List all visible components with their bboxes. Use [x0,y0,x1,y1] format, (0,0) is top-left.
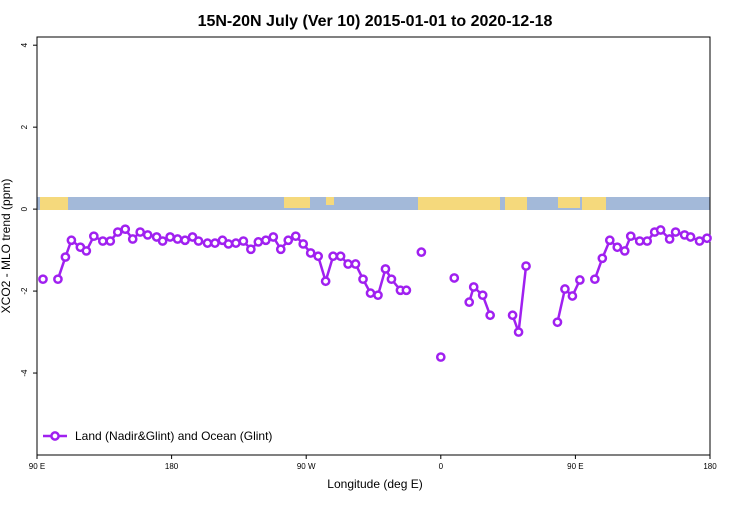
data-point [105,236,116,246]
data-point [290,231,301,242]
data-point [625,231,636,242]
data-point [604,235,615,246]
data-point [634,236,645,246]
data-point [142,230,153,240]
data-point [416,247,427,257]
data-point [589,274,600,285]
data-point [202,238,213,248]
data-point [642,236,653,246]
x-tick-label: 90 E [29,462,45,471]
data-point [365,288,376,298]
data-point [702,233,712,244]
data-point [298,239,309,249]
data-point [275,244,286,255]
data-point [313,251,324,262]
x-tick-label: 90 W [297,462,316,471]
y-tick-label: 2 [20,124,29,129]
data-point [612,242,623,253]
chart-title: 15N-20N July (Ver 10) 2015-01-01 to 2020… [198,13,553,30]
x-tick-label: 180 [165,462,179,471]
data-point [328,251,338,262]
data-point [521,261,531,271]
data-point [670,227,681,237]
data-point [127,234,138,244]
x-tick-label: 180 [703,462,717,471]
data-point [238,236,249,246]
x-axis-label: Longitude (deg E) [327,477,422,491]
data-point [172,234,183,244]
data-point [513,327,524,337]
data-point [477,290,488,301]
plot-frame [36,36,711,456]
data-point [305,248,316,258]
x-tick-label: 0 [439,462,444,471]
data-point [552,317,563,328]
data-point [449,273,460,283]
data-point [260,235,271,246]
data-point [401,285,412,296]
data-point [335,251,346,262]
y-tick-label: -4 [20,369,29,377]
data-point [380,264,391,274]
data-point [507,310,518,321]
land-ocean-strip [37,197,710,210]
data-point [165,232,175,242]
data-point [358,274,368,285]
data-point [210,238,220,248]
data-point [435,352,446,362]
data-point [81,246,92,256]
data-point [283,235,294,246]
data-point [320,276,331,287]
data-point [350,259,361,269]
data-point [464,297,475,307]
data-point [685,232,696,242]
data-point [88,231,99,242]
data-point [655,225,666,235]
data-point [386,274,397,285]
data-point [231,238,241,248]
data-point [253,237,264,247]
data-point [112,227,123,237]
data-point [597,253,608,264]
data-point [66,235,77,246]
data-point [180,235,190,246]
data-point [135,227,146,237]
data-point [343,259,353,269]
data-point [60,252,71,262]
data-point [157,236,168,246]
data-point [120,224,131,235]
data-point [485,310,496,321]
data-point [468,282,479,292]
y-tick-label: 0 [20,206,29,211]
data-point [575,275,585,285]
data-point [223,239,234,249]
data-point [373,290,383,301]
data-point [560,284,570,294]
data-point [567,291,578,301]
legend-label: Land (Nadir&Glint) and Ocean (Glint) [75,429,272,443]
data-point [246,244,256,255]
y-axis-label: XCO2 - MLO trend (ppm) [0,179,13,314]
legend-marker [50,431,60,441]
y-tick-label: -2 [20,287,29,295]
data-point [38,274,48,285]
data-point [619,246,630,256]
data-point [268,232,279,242]
data-point [53,274,63,285]
data-point [97,236,108,246]
data-point [193,236,204,246]
data-point [664,234,675,244]
y-tick-label: 4 [20,42,29,47]
x-tick-label: 90 E [567,462,583,471]
data-point [694,236,705,246]
